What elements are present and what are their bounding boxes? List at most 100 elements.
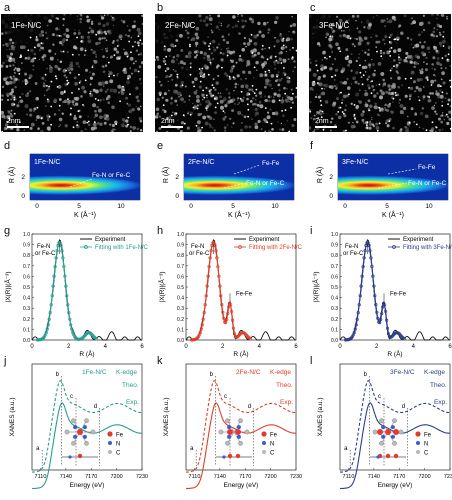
tem-speck (334, 124, 337, 127)
tem-speck (5, 65, 9, 68)
tem-speck (19, 100, 21, 102)
tem-speck (168, 54, 171, 57)
tem-speck (9, 114, 12, 117)
tem-speck (266, 21, 269, 24)
tem-speck (29, 28, 34, 33)
tem-speck (92, 50, 96, 55)
tem-speck (138, 65, 142, 68)
tem-bright-spot (162, 104, 165, 106)
tem-speck (100, 16, 105, 20)
tem-bright-spot (324, 56, 326, 59)
tem-speck (69, 71, 72, 74)
carbon-atom (225, 418, 230, 424)
tem-bright-spot (40, 42, 43, 45)
tem-speck (59, 34, 62, 38)
y-tick-label: 0.9 (177, 243, 184, 249)
tem-speck (30, 14, 33, 16)
tem-speck (273, 92, 277, 96)
tem-bright-spot (181, 84, 184, 87)
tem-speck (50, 66, 52, 69)
nitrogen-atom (390, 425, 395, 430)
tem-speck (170, 34, 172, 37)
tem-bright-spot (65, 69, 67, 72)
tem-bright-spot (397, 38, 399, 41)
tem-speck (219, 92, 222, 94)
tem-speck (125, 124, 129, 128)
tem-speck (160, 41, 164, 44)
nitrogen-atom-side (68, 455, 72, 459)
wavelet-xtick: 5 (77, 203, 81, 210)
wavelet-row: 1Fe-N/C Fe-N or Fe-C R (Å) 2 0 0 5 10 K … (7, 153, 449, 219)
tem-speck (357, 41, 362, 46)
tem-speck (46, 126, 51, 131)
tem-bright-spot (376, 129, 379, 132)
tem-speck (194, 41, 199, 46)
x-tick-label: 7200 (264, 474, 276, 480)
tem-speck (282, 71, 286, 75)
tem-speck (312, 130, 316, 132)
x-tick-label: 6 (448, 344, 452, 350)
iron-atom (377, 429, 383, 435)
tem-bright-spot (130, 51, 132, 54)
tem-speck (120, 38, 122, 41)
tem-bright-spot (78, 88, 80, 90)
tem-speck (24, 104, 29, 109)
tem-speck (267, 95, 271, 99)
tem-speck (386, 119, 389, 122)
tem-speck (286, 119, 289, 122)
tem-bright-spot (205, 107, 208, 110)
tem-speck (69, 63, 74, 68)
tem-speck (1, 19, 5, 24)
tem-speck (28, 74, 33, 78)
iron-atom-side (393, 453, 399, 459)
tem-speck (255, 111, 259, 116)
tem-bright-spot (107, 61, 110, 64)
tem-speck (358, 53, 360, 55)
tem-speck (413, 65, 416, 69)
tem-speck (256, 103, 260, 107)
tem-speck (257, 119, 261, 124)
y-tick-label: 0.0 (331, 338, 338, 344)
tem-speck (332, 101, 337, 105)
tem-speck (55, 17, 58, 20)
tem-speck (215, 81, 219, 85)
tem-speck (48, 49, 52, 53)
tem-speck (138, 117, 142, 121)
tem-speck (24, 24, 26, 26)
tem-speck (13, 35, 16, 38)
tem-speck (291, 16, 293, 18)
tem-speck (345, 20, 348, 23)
y-tick-label: 0.4 (331, 296, 338, 302)
y-axis-label: XANES (a.u.) (163, 397, 170, 436)
nitrogen-atom (227, 425, 232, 430)
tem-bright-spot (91, 66, 94, 68)
wavelet-xtick: 0 (343, 203, 347, 210)
tem-speck (210, 94, 214, 98)
tem-speck (1, 110, 4, 115)
tem-speck (414, 112, 418, 116)
tem-bright-spot (255, 88, 258, 91)
tem-speck (436, 29, 438, 31)
tem-bright-spot (71, 53, 74, 56)
nitrogen-atom (82, 425, 87, 430)
tem-speck (357, 82, 360, 85)
tem-speck (361, 118, 365, 122)
tem-bright-spot (390, 47, 393, 49)
feature-label: c (224, 394, 227, 400)
tem-bright-spot (232, 76, 235, 79)
tem-speck (360, 112, 365, 117)
tem-bright-spot (278, 99, 281, 102)
tem-speck (432, 73, 436, 77)
tem-speck (267, 31, 270, 34)
tem-speck (331, 63, 334, 66)
tem-speck (109, 88, 114, 93)
tem-speck (58, 125, 60, 128)
tem-speck (233, 89, 235, 92)
wavelet-xlabel: K (Å⁻¹) (74, 210, 96, 219)
tem-speck (381, 57, 384, 60)
tem-speck (430, 14, 435, 16)
tem-bright-spot (212, 86, 215, 89)
tem-speck (312, 117, 316, 121)
tem-speck (314, 129, 316, 131)
tem-speck (317, 95, 321, 99)
